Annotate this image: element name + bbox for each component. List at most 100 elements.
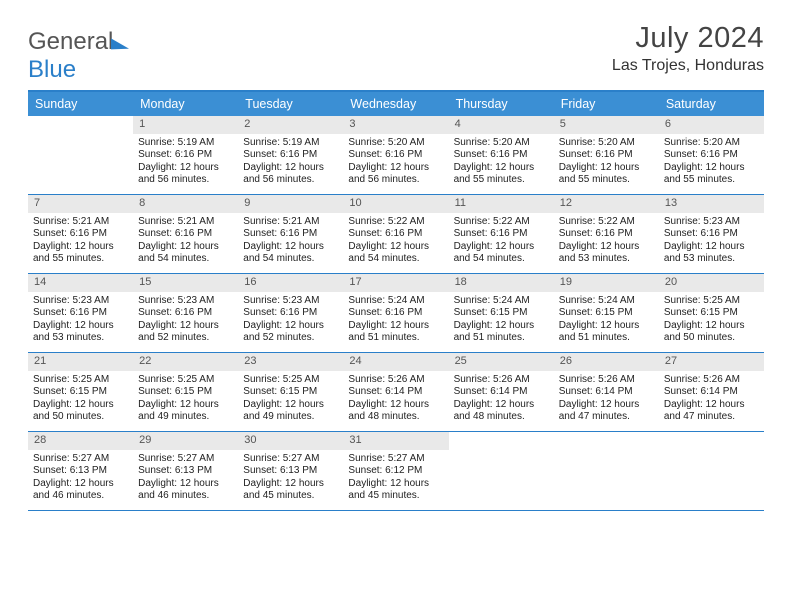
- sunrise-line: Sunrise: 5:26 AM: [454, 374, 549, 387]
- day-cell: 10Sunrise: 5:22 AMSunset: 6:16 PMDayligh…: [343, 195, 448, 273]
- brand-logo: General Blue: [28, 22, 129, 84]
- daylight-line: Daylight: 12 hours and 51 minutes.: [559, 320, 654, 345]
- sunrise-line: Sunrise: 5:21 AM: [243, 216, 338, 229]
- day-number: 13: [659, 195, 764, 213]
- day-number: 14: [28, 274, 133, 292]
- day-number: 29: [133, 432, 238, 450]
- sunrise-line: Sunrise: 5:20 AM: [454, 137, 549, 150]
- day-number: [554, 432, 659, 450]
- day-header-cell: Sunday: [28, 92, 133, 116]
- day-body: Sunrise: 5:24 AMSunset: 6:15 PMDaylight:…: [554, 292, 659, 349]
- day-number: 3: [343, 116, 448, 134]
- sunrise-line: Sunrise: 5:25 AM: [33, 374, 128, 387]
- sunrise-line: Sunrise: 5:25 AM: [138, 374, 233, 387]
- day-cell: 7Sunrise: 5:21 AMSunset: 6:16 PMDaylight…: [28, 195, 133, 273]
- day-body: Sunrise: 5:27 AMSunset: 6:13 PMDaylight:…: [238, 450, 343, 507]
- day-header-cell: Thursday: [449, 92, 554, 116]
- day-number: 10: [343, 195, 448, 213]
- daylight-line: Daylight: 12 hours and 53 minutes.: [559, 241, 654, 266]
- day-body: Sunrise: 5:24 AMSunset: 6:16 PMDaylight:…: [343, 292, 448, 349]
- sunset-line: Sunset: 6:16 PM: [138, 307, 233, 320]
- day-cell: 21Sunrise: 5:25 AMSunset: 6:15 PMDayligh…: [28, 353, 133, 431]
- day-number: 16: [238, 274, 343, 292]
- sunset-line: Sunset: 6:13 PM: [138, 465, 233, 478]
- sunrise-line: Sunrise: 5:26 AM: [348, 374, 443, 387]
- day-body: Sunrise: 5:24 AMSunset: 6:15 PMDaylight:…: [449, 292, 554, 349]
- page-header: General Blue July 2024 Las Trojes, Hondu…: [28, 22, 764, 84]
- day-body: Sunrise: 5:20 AMSunset: 6:16 PMDaylight:…: [449, 134, 554, 191]
- day-number: [449, 432, 554, 450]
- day-cell: 27Sunrise: 5:26 AMSunset: 6:14 PMDayligh…: [659, 353, 764, 431]
- week-row: 28Sunrise: 5:27 AMSunset: 6:13 PMDayligh…: [28, 432, 764, 511]
- sunrise-line: Sunrise: 5:22 AM: [348, 216, 443, 229]
- day-body: Sunrise: 5:21 AMSunset: 6:16 PMDaylight:…: [238, 213, 343, 270]
- brand-triangle-icon: [111, 38, 129, 50]
- sunset-line: Sunset: 6:16 PM: [138, 228, 233, 241]
- daylight-line: Daylight: 12 hours and 54 minutes.: [454, 241, 549, 266]
- day-body: Sunrise: 5:22 AMSunset: 6:16 PMDaylight:…: [449, 213, 554, 270]
- day-cell: 20Sunrise: 5:25 AMSunset: 6:15 PMDayligh…: [659, 274, 764, 352]
- sunset-line: Sunset: 6:15 PM: [664, 307, 759, 320]
- daylight-line: Daylight: 12 hours and 52 minutes.: [243, 320, 338, 345]
- sunrise-line: Sunrise: 5:20 AM: [348, 137, 443, 150]
- day-cell: 8Sunrise: 5:21 AMSunset: 6:16 PMDaylight…: [133, 195, 238, 273]
- day-body: Sunrise: 5:26 AMSunset: 6:14 PMDaylight:…: [659, 371, 764, 428]
- sunset-line: Sunset: 6:16 PM: [559, 149, 654, 162]
- day-body: Sunrise: 5:27 AMSunset: 6:12 PMDaylight:…: [343, 450, 448, 507]
- sunrise-line: Sunrise: 5:22 AM: [454, 216, 549, 229]
- sunset-line: Sunset: 6:16 PM: [33, 307, 128, 320]
- daylight-line: Daylight: 12 hours and 55 minutes.: [559, 162, 654, 187]
- day-body: Sunrise: 5:21 AMSunset: 6:16 PMDaylight:…: [28, 213, 133, 270]
- daylight-line: Daylight: 12 hours and 55 minutes.: [33, 241, 128, 266]
- day-cell: 25Sunrise: 5:26 AMSunset: 6:14 PMDayligh…: [449, 353, 554, 431]
- day-cell: 4Sunrise: 5:20 AMSunset: 6:16 PMDaylight…: [449, 116, 554, 194]
- sunset-line: Sunset: 6:16 PM: [138, 149, 233, 162]
- day-cell: 26Sunrise: 5:26 AMSunset: 6:14 PMDayligh…: [554, 353, 659, 431]
- page-title: July 2024: [612, 22, 764, 55]
- page-subtitle: Las Trojes, Honduras: [612, 57, 764, 75]
- sunset-line: Sunset: 6:16 PM: [243, 228, 338, 241]
- sunset-line: Sunset: 6:16 PM: [348, 307, 443, 320]
- daylight-line: Daylight: 12 hours and 53 minutes.: [664, 241, 759, 266]
- day-cell: 29Sunrise: 5:27 AMSunset: 6:13 PMDayligh…: [133, 432, 238, 510]
- day-cell: 5Sunrise: 5:20 AMSunset: 6:16 PMDaylight…: [554, 116, 659, 194]
- daylight-line: Daylight: 12 hours and 56 minutes.: [243, 162, 338, 187]
- sunrise-line: Sunrise: 5:27 AM: [243, 453, 338, 466]
- sunset-line: Sunset: 6:16 PM: [348, 149, 443, 162]
- sunset-line: Sunset: 6:16 PM: [243, 307, 338, 320]
- daylight-line: Daylight: 12 hours and 46 minutes.: [33, 478, 128, 503]
- week-row: 21Sunrise: 5:25 AMSunset: 6:15 PMDayligh…: [28, 353, 764, 432]
- day-cell: [449, 432, 554, 510]
- day-body: Sunrise: 5:21 AMSunset: 6:16 PMDaylight:…: [133, 213, 238, 270]
- daylight-line: Daylight: 12 hours and 51 minutes.: [348, 320, 443, 345]
- day-header-cell: Saturday: [659, 92, 764, 116]
- daylight-line: Daylight: 12 hours and 48 minutes.: [454, 399, 549, 424]
- sunrise-line: Sunrise: 5:25 AM: [243, 374, 338, 387]
- daylight-line: Daylight: 12 hours and 55 minutes.: [664, 162, 759, 187]
- week-row: 14Sunrise: 5:23 AMSunset: 6:16 PMDayligh…: [28, 274, 764, 353]
- sunrise-line: Sunrise: 5:26 AM: [559, 374, 654, 387]
- sunrise-line: Sunrise: 5:26 AM: [664, 374, 759, 387]
- sunrise-line: Sunrise: 5:24 AM: [454, 295, 549, 308]
- day-number: 1: [133, 116, 238, 134]
- day-number: 19: [554, 274, 659, 292]
- day-cell: [28, 116, 133, 194]
- brand-word-1: General: [28, 28, 113, 55]
- day-number: 8: [133, 195, 238, 213]
- day-header-cell: Tuesday: [238, 92, 343, 116]
- day-header-row: SundayMondayTuesdayWednesdayThursdayFrid…: [28, 92, 764, 116]
- week-row: 7Sunrise: 5:21 AMSunset: 6:16 PMDaylight…: [28, 195, 764, 274]
- day-body: Sunrise: 5:23 AMSunset: 6:16 PMDaylight:…: [133, 292, 238, 349]
- sunrise-line: Sunrise: 5:22 AM: [559, 216, 654, 229]
- day-cell: 28Sunrise: 5:27 AMSunset: 6:13 PMDayligh…: [28, 432, 133, 510]
- daylight-line: Daylight: 12 hours and 54 minutes.: [348, 241, 443, 266]
- day-cell: 15Sunrise: 5:23 AMSunset: 6:16 PMDayligh…: [133, 274, 238, 352]
- day-number: 31: [343, 432, 448, 450]
- daylight-line: Daylight: 12 hours and 53 minutes.: [33, 320, 128, 345]
- day-number: 4: [449, 116, 554, 134]
- day-body: Sunrise: 5:23 AMSunset: 6:16 PMDaylight:…: [659, 213, 764, 270]
- sunset-line: Sunset: 6:16 PM: [559, 228, 654, 241]
- day-cell: 13Sunrise: 5:23 AMSunset: 6:16 PMDayligh…: [659, 195, 764, 273]
- day-body: Sunrise: 5:25 AMSunset: 6:15 PMDaylight:…: [133, 371, 238, 428]
- sunrise-line: Sunrise: 5:23 AM: [243, 295, 338, 308]
